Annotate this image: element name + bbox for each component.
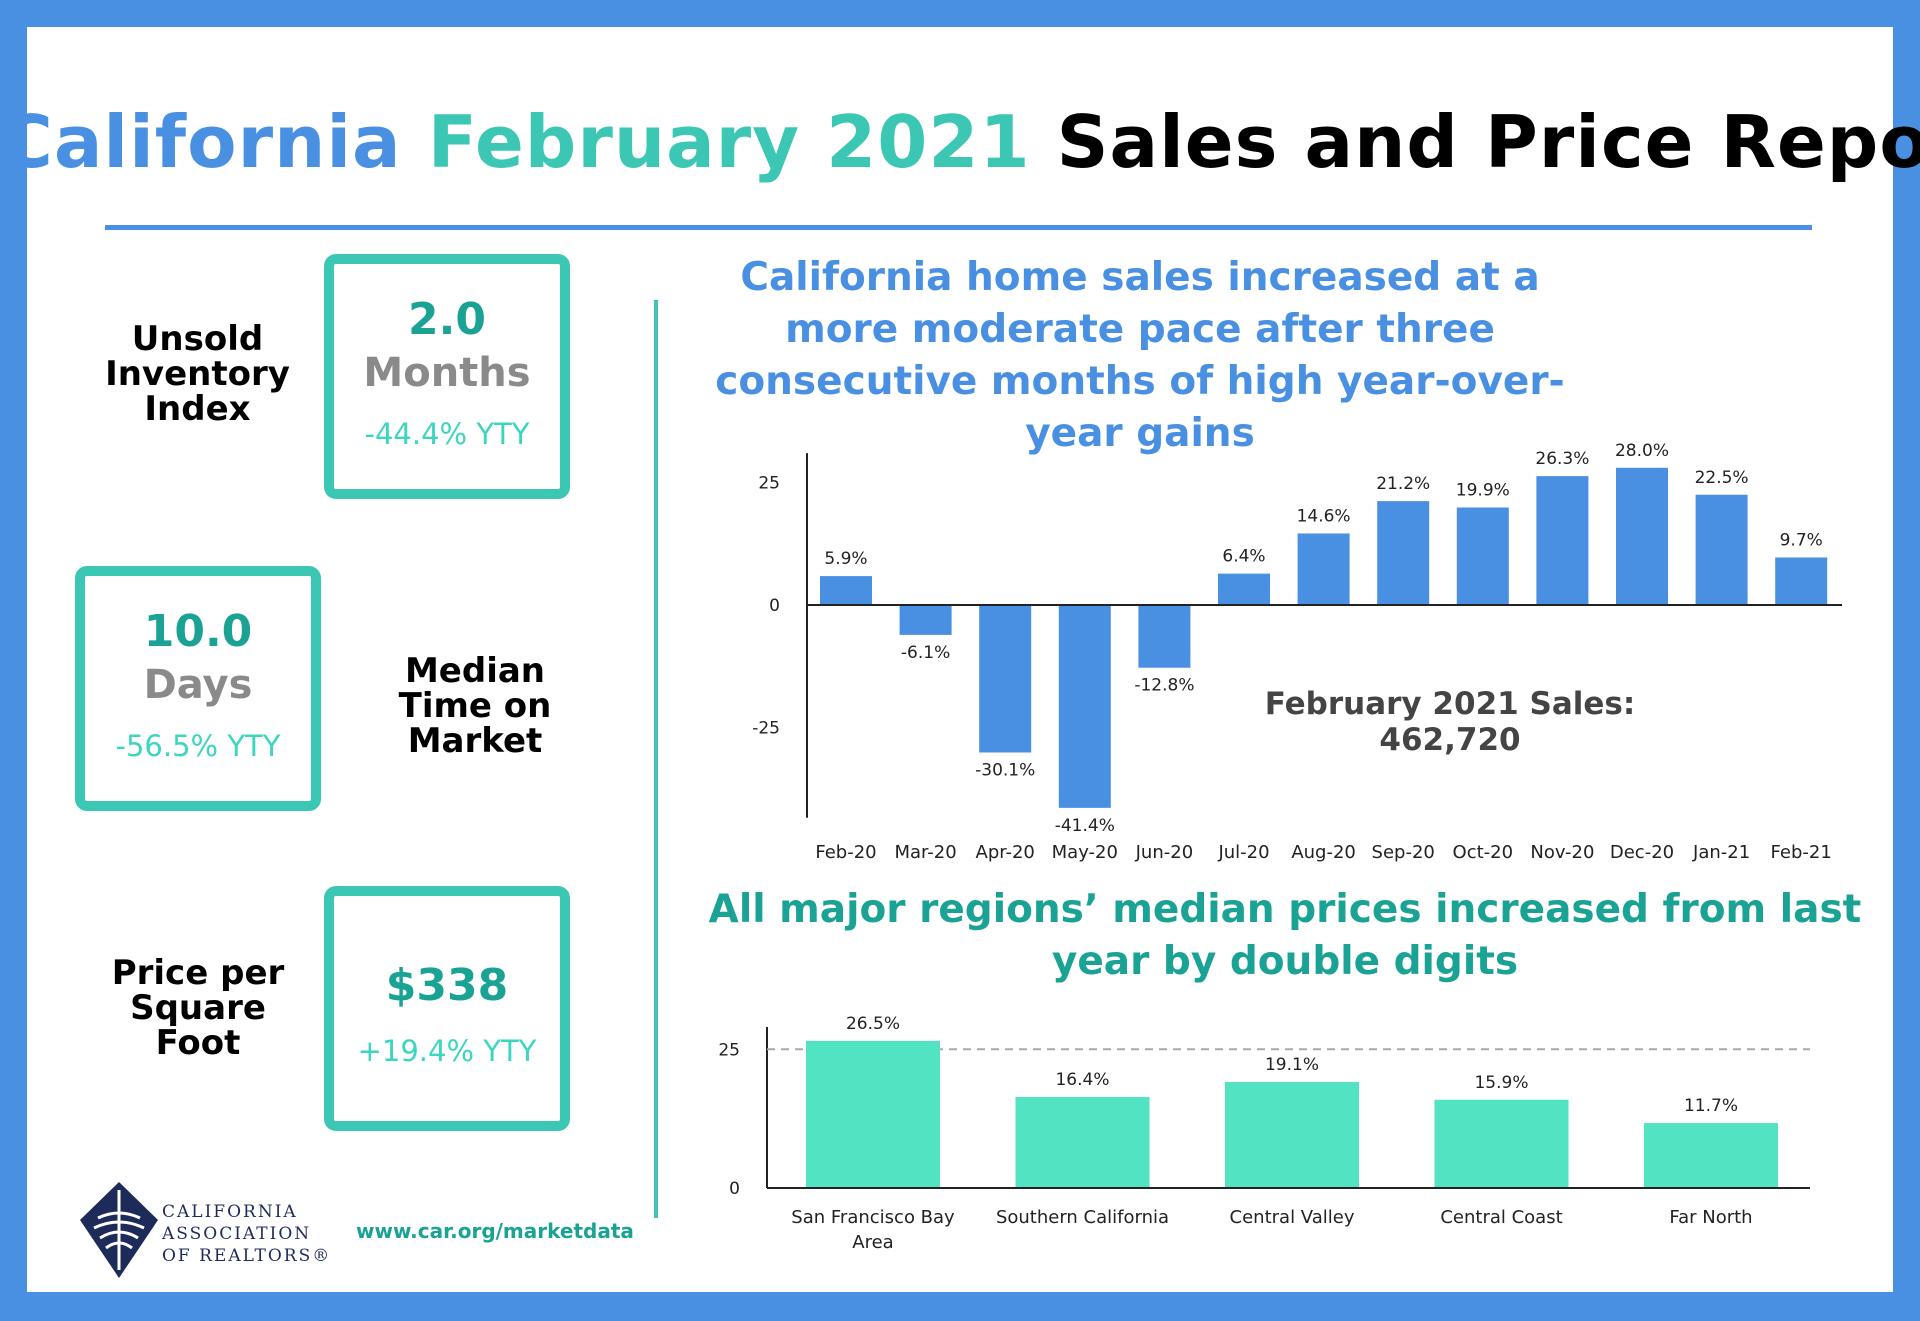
x-tick-label: Sep-20 [1372,842,1435,863]
report-title: California February 2021 Sales and Price… [0,92,1920,192]
title-subject: Sales and Price Report [1056,100,1920,184]
data-label: 22.5% [1695,468,1749,488]
data-label: 19.9% [1456,480,1510,500]
prices-chart-title: All major regions’ median prices increas… [708,887,1862,984]
sales-total: February 2021 Sales: 462,720 [1264,686,1636,758]
data-label: 6.4% [1222,547,1265,567]
time-on-market-unit: Days [143,662,253,708]
data-label: -6.1% [901,643,950,663]
time-on-market-change: -56.5% YTY [115,729,281,763]
inventory-change: -44.4% YTY [364,417,530,451]
time-on-market-label: Median Time on Market [398,651,552,761]
org-name-line3: OF REALTORS® [162,1246,332,1266]
x-tick-label: Oct-20 [1453,842,1514,863]
y-tick-label: 0 [769,596,780,616]
org-name-line2: ASSOCIATION [162,1224,312,1244]
bar [820,576,872,605]
org-name-line1: CALIFORNIA [162,1202,298,1222]
title-divider [105,225,1812,230]
bar [1297,533,1350,605]
data-label: -41.4% [1055,816,1115,836]
bar [1695,494,1748,605]
inventory-card: 2.0 Months -44.4% YTY [324,254,570,499]
vertical-divider [654,300,658,1218]
data-label: 21.2% [1376,474,1430,494]
x-tick-label: Jul-20 [1217,842,1269,863]
inventory-unit: Months [363,350,531,396]
x-tick-label: Feb-21 [1771,842,1832,863]
data-label: -12.8% [1134,676,1194,696]
bar [1536,476,1589,605]
bar [1058,605,1111,808]
inventory-value: 2.0 [408,294,486,345]
bar [1138,605,1191,668]
data-label: 5.9% [824,549,867,569]
bar [1218,573,1270,605]
title-period: February 2021 [427,100,1031,184]
inventory-label: Unsold Inventory Index [105,319,290,429]
price-sqft-label: Price per Square Foot [111,953,285,1063]
bar [1616,467,1668,605]
title-state: California [0,100,402,184]
website-link[interactable]: www.car.org/marketdata [356,1219,634,1243]
org-name: CALIFORNIA ASSOCIATION OF REALTORS® [162,1201,331,1267]
car-logo-icon [80,1182,158,1278]
price-sqft-value: $338 [385,960,509,1011]
y-tick-label: 25 [758,474,780,494]
bar [979,605,1032,753]
x-tick-label: Jan-21 [1692,842,1750,863]
price-sqft-card: $338 +19.4% YTY [324,886,570,1131]
data-label: -30.1% [975,760,1035,780]
sales-chart-title: California home sales increased at a mor… [715,255,1565,456]
time-on-market-card: 10.0 Days -56.5% YTY [75,566,321,811]
time-on-market-value: 10.0 [143,606,253,657]
data-label: 26.3% [1535,449,1589,469]
bar [1456,507,1509,605]
data-label: 14.6% [1297,506,1351,526]
bar [1775,557,1828,605]
x-tick-label: May-20 [1052,842,1118,863]
x-tick-label: Dec-20 [1610,842,1674,863]
bar [899,605,952,635]
data-label: 28.0% [1615,441,1669,461]
y-tick-label: -25 [752,719,780,739]
x-tick-label: Aug-20 [1291,842,1356,863]
x-tick-label: Jun-20 [1135,842,1194,863]
x-tick-label: Apr-20 [976,842,1035,863]
price-sqft-change: +19.4% YTY [357,1034,537,1068]
data-label: 9.7% [1780,530,1823,550]
x-tick-label: Feb-20 [815,842,876,863]
x-tick-label: Mar-20 [894,842,956,863]
bar [1377,501,1430,605]
x-tick-label: Nov-20 [1530,842,1594,863]
